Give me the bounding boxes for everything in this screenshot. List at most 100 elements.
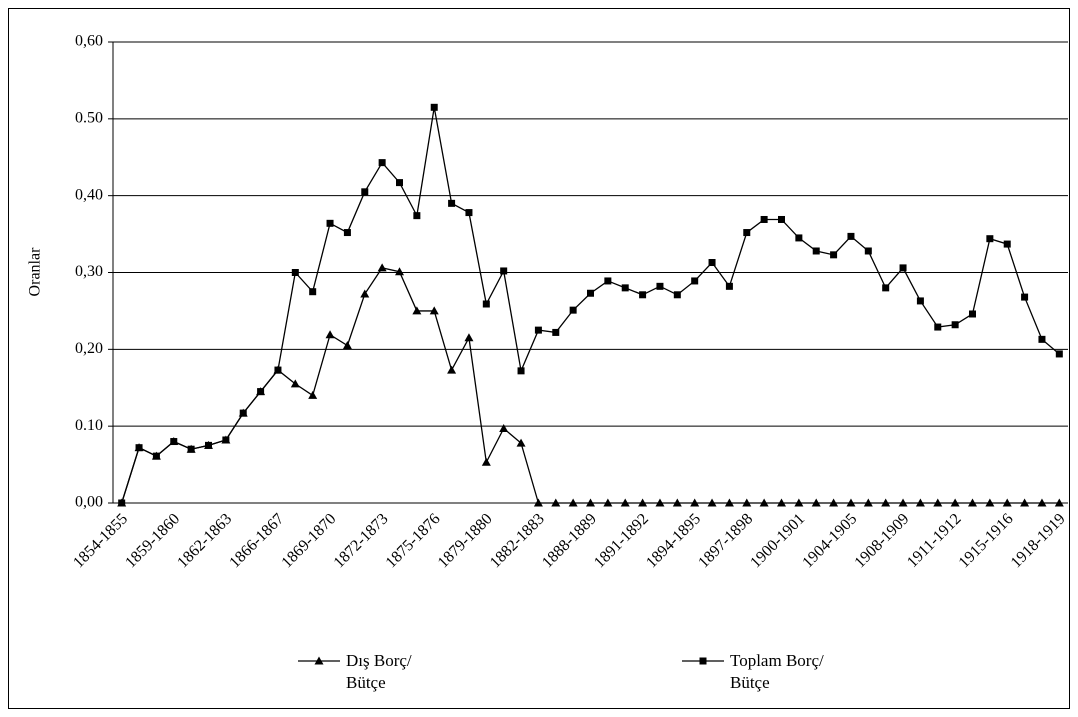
point bbox=[517, 367, 525, 375]
point bbox=[933, 498, 943, 507]
legend-marker bbox=[699, 657, 707, 665]
point bbox=[360, 289, 370, 298]
point bbox=[778, 215, 785, 223]
x-tick-label: 1897-1898 bbox=[695, 510, 756, 571]
y-axis-label: Oranlar bbox=[27, 247, 44, 297]
point bbox=[500, 267, 508, 275]
x-tick-label: 1908-1909 bbox=[851, 510, 912, 571]
point bbox=[759, 498, 769, 507]
point bbox=[552, 328, 560, 336]
x-tick-label: 1854-1855 bbox=[70, 510, 131, 571]
point bbox=[690, 498, 700, 507]
point bbox=[899, 264, 907, 272]
point bbox=[898, 498, 908, 507]
point bbox=[934, 323, 942, 331]
x-tick-label: 1869-1870 bbox=[278, 510, 339, 571]
point bbox=[413, 212, 421, 220]
point bbox=[309, 288, 317, 296]
point bbox=[882, 284, 890, 292]
point bbox=[951, 321, 959, 329]
point bbox=[812, 247, 820, 255]
point bbox=[1055, 350, 1063, 358]
point bbox=[395, 267, 404, 276]
point bbox=[1054, 498, 1064, 507]
x-tick-label: 1879-1880 bbox=[435, 510, 496, 571]
y-tick-label: 0,00 bbox=[75, 494, 103, 511]
point bbox=[1037, 498, 1047, 507]
point bbox=[551, 498, 561, 507]
point bbox=[152, 452, 160, 460]
point bbox=[1003, 240, 1011, 248]
point bbox=[170, 438, 178, 446]
point bbox=[968, 498, 977, 507]
point bbox=[760, 215, 768, 223]
point bbox=[481, 457, 491, 466]
x-tick-label: 1894-1895 bbox=[643, 510, 704, 571]
point bbox=[465, 209, 473, 217]
point bbox=[516, 438, 526, 447]
point bbox=[222, 436, 230, 444]
point bbox=[707, 498, 717, 507]
point bbox=[361, 188, 369, 196]
x-tick-label: 1900-1901 bbox=[747, 510, 808, 571]
point bbox=[308, 390, 318, 399]
point bbox=[603, 498, 613, 507]
x-tick-label: 1859-1860 bbox=[122, 510, 183, 571]
point bbox=[533, 498, 543, 507]
point bbox=[205, 441, 212, 449]
point bbox=[742, 498, 752, 507]
point bbox=[915, 498, 925, 507]
point bbox=[969, 310, 976, 318]
point bbox=[830, 251, 838, 259]
point bbox=[655, 498, 665, 507]
point bbox=[274, 366, 282, 374]
point bbox=[291, 269, 299, 276]
point bbox=[656, 282, 664, 290]
point bbox=[604, 277, 612, 285]
chart-border bbox=[8, 8, 1070, 709]
point bbox=[499, 423, 509, 432]
point bbox=[482, 300, 490, 308]
point bbox=[568, 498, 578, 507]
point bbox=[447, 365, 457, 374]
point bbox=[863, 498, 873, 507]
y-tick-label: 0,30 bbox=[75, 263, 103, 280]
point bbox=[377, 263, 387, 272]
legend-label: Toplam Borç/ Bütçe bbox=[730, 651, 824, 692]
point bbox=[534, 326, 542, 334]
point bbox=[326, 219, 334, 227]
point bbox=[639, 291, 647, 299]
point bbox=[673, 291, 681, 299]
point bbox=[586, 498, 595, 507]
point bbox=[378, 159, 386, 167]
point bbox=[342, 340, 352, 349]
x-tick-label: 1866-1867 bbox=[226, 510, 287, 571]
x-tick-label: 1888-1889 bbox=[539, 510, 600, 571]
point bbox=[985, 498, 995, 507]
point bbox=[448, 199, 456, 207]
point bbox=[1038, 335, 1046, 343]
point bbox=[691, 277, 699, 285]
point bbox=[725, 282, 733, 290]
point bbox=[1021, 293, 1029, 301]
point bbox=[430, 103, 438, 111]
point bbox=[708, 259, 716, 267]
point bbox=[846, 498, 856, 507]
point bbox=[135, 444, 143, 452]
point bbox=[777, 498, 786, 507]
point bbox=[795, 234, 803, 242]
point bbox=[638, 498, 648, 507]
y-tick-label: 0.50 bbox=[75, 110, 103, 127]
x-tick-label: 1872-1873 bbox=[331, 510, 392, 571]
point bbox=[847, 232, 855, 240]
y-tick-label: 0.10 bbox=[75, 417, 103, 434]
point bbox=[464, 333, 474, 342]
point bbox=[986, 235, 994, 243]
series-line bbox=[121, 107, 1060, 504]
point bbox=[343, 229, 351, 237]
point bbox=[881, 498, 891, 507]
point bbox=[950, 498, 960, 507]
y-tick-label: 0,20 bbox=[75, 340, 103, 357]
